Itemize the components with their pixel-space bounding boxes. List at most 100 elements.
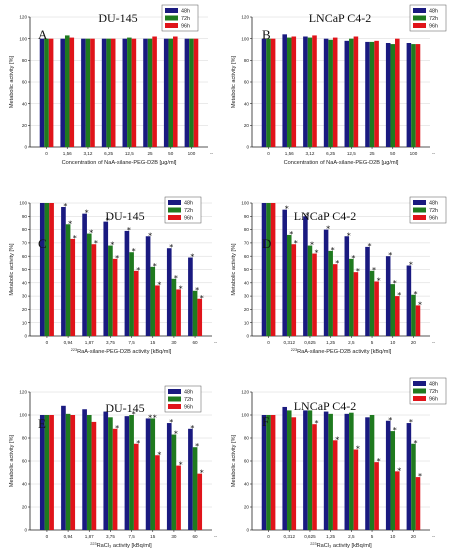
legend-label: 96h	[181, 23, 190, 29]
x-tick-label: 0,625	[304, 340, 316, 345]
bar-96h-2	[90, 38, 95, 147]
y-tick-label: 120	[19, 15, 27, 20]
y-tick-label: 10	[244, 320, 250, 325]
x-tick-label: 100	[188, 151, 196, 156]
significance-star: *	[106, 217, 110, 226]
significance-star: *	[377, 457, 381, 466]
bar-96h-3	[112, 258, 118, 336]
bar-72h-6	[390, 431, 396, 530]
x-tick-label: 30	[171, 340, 177, 345]
bar-48h-7	[406, 43, 412, 147]
bar-48h-5	[145, 418, 151, 530]
bar-96h-5	[374, 40, 379, 148]
bar-48h-2	[82, 409, 87, 530]
y-tick-label: 100	[19, 36, 27, 41]
bar-72h-7	[411, 44, 416, 148]
y-tick-label: 50	[244, 267, 250, 272]
legend-label: 96h	[429, 396, 438, 402]
legend-label: 48h	[184, 200, 193, 206]
y-tick-label: 0	[24, 528, 27, 533]
bar-96h-6	[395, 38, 400, 147]
x-tick-label: 5	[371, 534, 374, 539]
significance-star: *	[393, 426, 397, 435]
legend-label: 96h	[429, 215, 438, 221]
bar-48h-0	[261, 38, 267, 147]
bar-96h-3	[110, 38, 116, 147]
y-tick-label: 50	[22, 267, 28, 272]
bar-48h-4	[344, 236, 350, 336]
legend-label: 72h	[429, 16, 438, 22]
significance-star: *	[115, 424, 119, 433]
y-tick-label: 40	[244, 101, 250, 106]
significance-star: *	[409, 261, 413, 270]
legend-label: 48h	[429, 200, 438, 206]
y-tick-label: 40	[244, 280, 250, 285]
significance-star: *	[148, 231, 152, 240]
x-axis-label-superscript: 223	[71, 348, 77, 352]
bar-48h-0	[261, 415, 267, 530]
y-tick-label: 80	[244, 436, 250, 441]
bar-48h-0	[39, 38, 45, 147]
x-tick-label: 1,56	[63, 151, 72, 156]
significance-star: *	[85, 209, 89, 218]
x-tick-label: 20	[411, 340, 417, 345]
bar-72h-0	[44, 203, 50, 336]
x-tick-label: 15	[150, 340, 156, 345]
y-tick-label: 0	[24, 334, 27, 339]
x-axis-label-superscript: 223	[310, 542, 316, 546]
bar-72h-1	[286, 234, 292, 336]
x-axis-label-text: RaA-silane-PEG-D2B activity [kBq/ml]	[297, 349, 392, 355]
bar-72h-6	[390, 284, 396, 336]
bar-48h-5	[143, 38, 148, 147]
bar-72h-7	[192, 290, 198, 336]
y-tick-label: 80	[22, 436, 28, 441]
bar-96h-3	[332, 37, 338, 148]
legend-label: 72h	[184, 208, 193, 214]
x-tick-label: 0,94	[64, 534, 73, 539]
significance-star: *	[326, 225, 330, 234]
y-tick-label: 60	[244, 459, 250, 464]
bar-96h-1	[70, 415, 76, 530]
y-tick-label: 120	[19, 390, 27, 395]
bar-96h-2	[312, 424, 317, 530]
y-axis-label: Metabolic activity [%]	[9, 434, 15, 487]
x-tick-label: 0,94	[64, 340, 73, 345]
x-tick-label: 2,5	[348, 340, 355, 345]
bar-72h-4	[349, 258, 354, 336]
x-axis-end-dash: --	[214, 534, 218, 539]
x-tick-label: 60	[193, 340, 199, 345]
bar-96h-0	[49, 203, 54, 336]
chart-panel-c: 0102030405060708090100--0***0,94***1,87*…	[9, 196, 218, 355]
chart-title: LNCaP C4-2	[294, 399, 357, 413]
y-tick-label: 100	[241, 413, 249, 418]
bar-96h-7	[197, 298, 203, 336]
x-tick-label: 3,75	[106, 340, 115, 345]
y-tick-label: 20	[22, 123, 28, 128]
significance-star: *	[413, 439, 417, 448]
legend-swatch-96h	[413, 215, 426, 220]
bar-96h-7	[415, 305, 421, 336]
bar-48h-1	[282, 209, 287, 336]
legend-swatch-96h	[413, 23, 426, 28]
significance-star: *	[413, 290, 417, 299]
bar-72h-7	[189, 38, 194, 147]
bar-96h-6	[176, 289, 181, 336]
x-tick-label: 3,75	[106, 534, 115, 539]
bar-48h-2	[81, 38, 86, 147]
x-tick-label: 3,12	[305, 151, 314, 156]
x-tick-label: 10	[390, 534, 396, 539]
legend-swatch-96h	[413, 396, 426, 401]
significance-star: *	[136, 439, 140, 448]
significance-star: *	[195, 286, 199, 295]
bar-48h-5	[145, 236, 151, 336]
x-axis-label: Concentration of NaA-silane-PEG-D2B [µg/…	[62, 160, 177, 166]
bar-96h-7	[415, 44, 421, 148]
bar-72h-5	[369, 41, 375, 147]
panel-letter: B	[262, 27, 271, 42]
bar-72h-1	[286, 37, 292, 148]
bar-72h-1	[64, 35, 70, 147]
bar-72h-6	[390, 44, 396, 148]
x-tick-label: 50	[168, 151, 174, 156]
